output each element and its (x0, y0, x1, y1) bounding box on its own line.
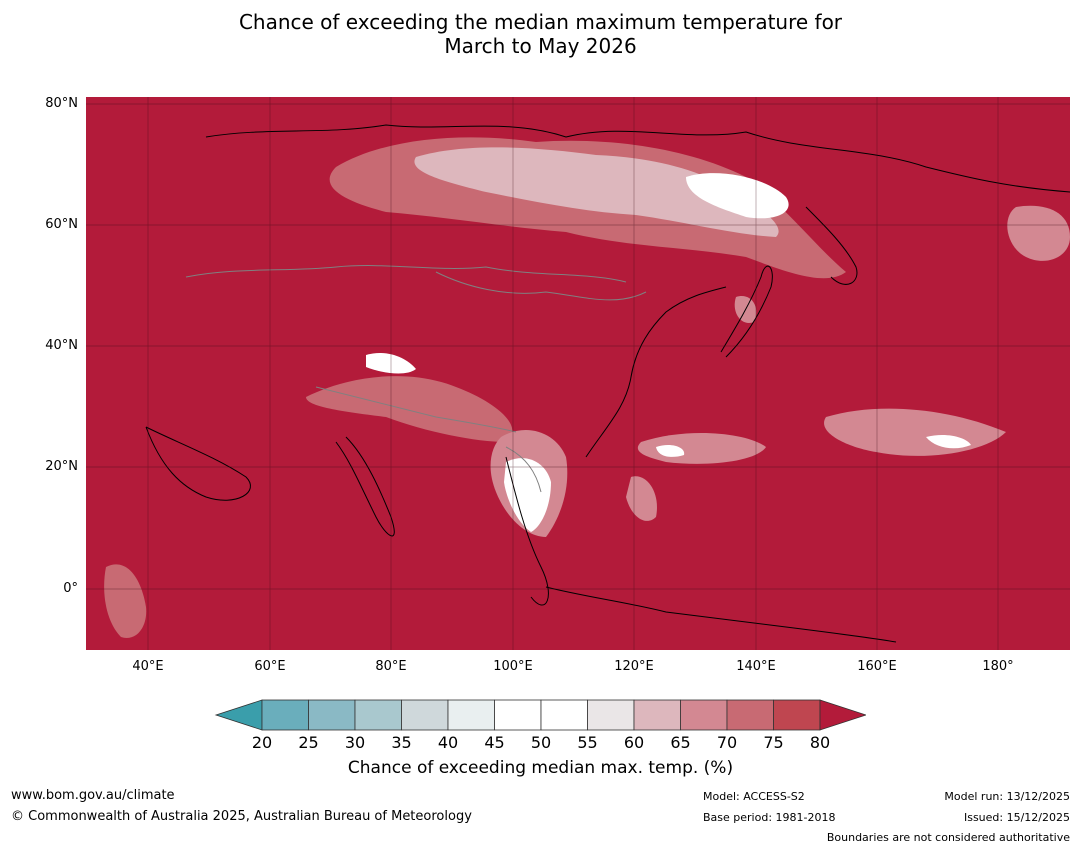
colorbar-cell (354, 699, 402, 731)
issued-date: Issued: 15/12/2025 (963, 811, 1070, 824)
latitude-label: 40°N (45, 338, 78, 353)
longitude-label: 120°E (614, 659, 654, 674)
philippines-patch (626, 476, 657, 521)
base-period: Base period: 1981-2018 (703, 811, 836, 824)
himalaya-patch (306, 376, 513, 442)
colorbar-cell (401, 699, 449, 731)
colorbar-cell (308, 699, 356, 731)
map-canvas (86, 97, 1070, 650)
probability-patches (104, 137, 1070, 638)
kamchatka-coast (805, 206, 858, 285)
colorbar-tick-label: 20 (251, 733, 273, 752)
mongolia-border (435, 271, 647, 301)
copyright-text: © Commonwealth of Australia 2025, Austra… (11, 809, 472, 824)
pacific-russia-patch (1007, 205, 1070, 261)
colorbar-tick-label: 75 (763, 733, 784, 752)
japan-coast (720, 265, 773, 358)
central-asia-border (185, 265, 627, 283)
siberia-core (414, 147, 779, 237)
latitude-label: 0° (63, 581, 78, 596)
graticule (86, 97, 1070, 650)
africa-patch (104, 564, 147, 638)
map-title: Chance of exceeding the median maximum t… (0, 10, 1081, 58)
colorbar-tick-label: 40 (437, 733, 459, 752)
colorbar-max-extension (819, 699, 866, 731)
latitude-label: 60°N (45, 217, 78, 232)
colorbar-title: Chance of exceeding median max. temp. (%… (347, 758, 734, 778)
latitude-label: 80°N (45, 96, 78, 111)
indochina-coast (505, 456, 549, 606)
colorbar-tick-label: 60 (623, 733, 645, 752)
colorbar-cell (587, 699, 635, 731)
colorbar-tick-label: 35 (391, 733, 412, 752)
country-boundaries (185, 265, 647, 493)
colorbar-tick-label: 55 (577, 733, 598, 752)
title-line-1: Chance of exceeding the median maximum t… (238, 10, 843, 34)
colorbar-tick-label: 65 (670, 733, 691, 752)
longitude-label: 100°E (493, 659, 533, 674)
longitude-label: 40°E (132, 659, 164, 674)
colorbar-tick-label: 25 (298, 733, 319, 752)
colorbar-cell (494, 699, 542, 731)
boundary-disclaimer: Boundaries are not considered authoritat… (826, 831, 1070, 844)
colorbar-min-extension (214, 699, 263, 731)
longitude-label: 160°E (857, 659, 897, 674)
colorbar-tick-label: 80 (809, 733, 831, 752)
colorbar-tick-label: 50 (530, 733, 552, 752)
pacific-band-2-core (926, 434, 971, 449)
longitude-label: 140°E (736, 659, 776, 674)
website-link[interactable]: www.bom.gov.au/climate (11, 788, 175, 803)
model-run-date: Model run: 13/12/2025 (944, 790, 1070, 803)
colorbar-cell (540, 699, 588, 731)
coastlines (145, 124, 1070, 643)
colorbar (214, 699, 866, 731)
se-asia-border (505, 446, 542, 493)
east-siberia-white (686, 173, 789, 219)
latitude-label: 20°N (45, 459, 78, 474)
colorbar-cell (447, 699, 495, 731)
colorbar-tick-label: 70 (716, 733, 738, 752)
longitude-label: 80°E (375, 659, 407, 674)
colorbar-cell (633, 699, 681, 731)
arctic-coast (205, 124, 1070, 193)
indonesia-coast (545, 586, 897, 643)
colorbar-tick-label: 30 (344, 733, 366, 752)
colorbar-cell (261, 699, 309, 731)
china-india-border (315, 386, 517, 433)
china-coast (585, 286, 727, 458)
arabia-coast (145, 426, 251, 501)
colorbar-cell (680, 699, 728, 731)
colorbar-tick-label: 45 (484, 733, 505, 752)
india-coast (335, 436, 395, 537)
tibet-white (366, 352, 416, 374)
indochina-white (504, 458, 551, 532)
model-name: Model: ACCESS-S2 (703, 790, 805, 803)
colorbar-cell (773, 699, 821, 731)
colorbar-cell (726, 699, 774, 731)
title-line-2: March to May 2026 (444, 34, 637, 58)
longitude-label: 180° (982, 659, 1014, 674)
forecast-map (86, 97, 1070, 650)
pacific-band-white (656, 444, 685, 457)
longitude-label: 60°E (254, 659, 286, 674)
